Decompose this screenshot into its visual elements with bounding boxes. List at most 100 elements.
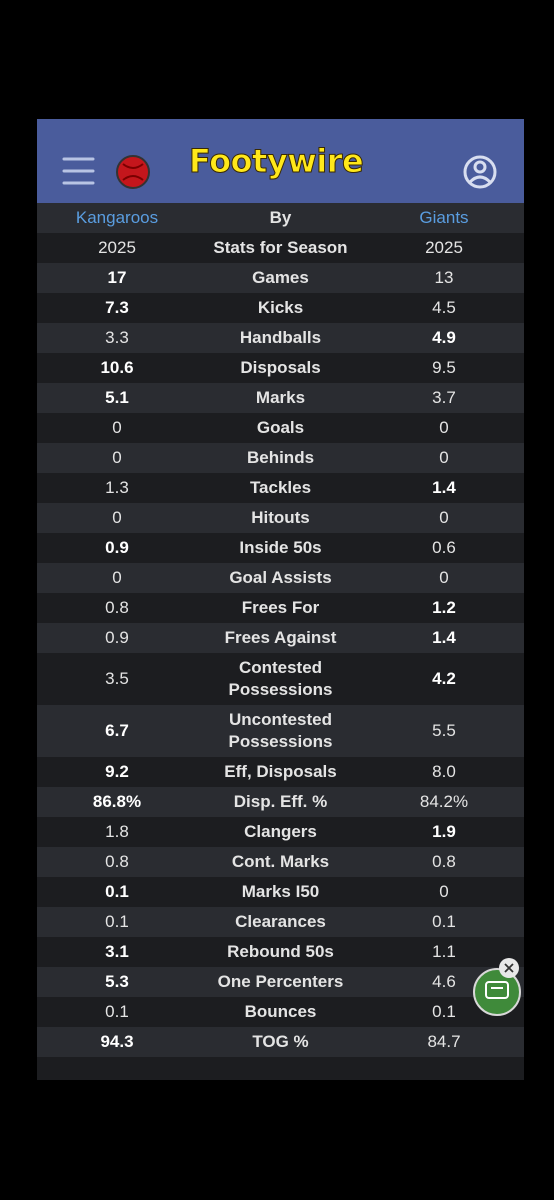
stat-row: 0 Goal Assists 0 xyxy=(37,563,524,593)
stat-label: Handballs xyxy=(239,328,322,347)
left-value: 3.5 xyxy=(105,669,129,688)
right-value: 4.5 xyxy=(432,298,456,317)
right-value: 1.9 xyxy=(432,822,456,841)
right-value: 13 xyxy=(434,268,454,287)
stat-row: 5.1 Marks 3.7 xyxy=(37,383,524,413)
right-value: 1.4 xyxy=(432,628,456,647)
stat-row: 94.3 TOG % 84.7 xyxy=(37,1027,524,1057)
right-value: 8.0 xyxy=(432,762,456,781)
stat-label: Disp. Eff. % xyxy=(233,792,328,811)
stat-row: 1.3 Tackles 1.4 xyxy=(37,473,524,503)
stat-label: Stats for Season xyxy=(213,238,348,257)
left-value: 2025 xyxy=(98,238,136,257)
stat-row: 0.8 Cont. Marks 0.8 xyxy=(37,847,524,877)
right-value: 5.5 xyxy=(432,721,456,740)
stat-label: Kicks xyxy=(257,298,304,317)
menu-button[interactable] xyxy=(62,157,95,185)
stat-label: Bounces xyxy=(244,1002,317,1021)
left-value: 94.3 xyxy=(100,1032,134,1051)
right-value: 0.1 xyxy=(432,912,456,931)
right-value: 0.1 xyxy=(432,1002,456,1021)
right-value: 0 xyxy=(439,448,449,467)
left-value: 17 xyxy=(107,268,127,287)
stat-row: 10.6 Disposals 9.5 xyxy=(37,353,524,383)
stat-row: 0.9 Frees Against 1.4 xyxy=(37,623,524,653)
stat-label: Goal Assists xyxy=(229,568,332,587)
stat-label: Clangers xyxy=(244,822,317,841)
stat-label: Inside 50s xyxy=(239,538,322,557)
left-value: 86.8% xyxy=(92,792,142,811)
stat-label: Frees Against xyxy=(224,628,337,647)
top-bar: Footywire xyxy=(37,119,524,203)
stat-label: Marks xyxy=(255,388,306,407)
stat-label: Disposals xyxy=(240,358,321,377)
right-value: 1.1 xyxy=(432,942,456,961)
left-value: 3.1 xyxy=(105,942,129,961)
right-value: 0 xyxy=(439,508,449,527)
logo-ball xyxy=(116,155,150,189)
stats-table: Kangaroos By Giants 2025 Stats for Season 202… xyxy=(37,203,524,1057)
left-value: 0 xyxy=(112,418,122,437)
left-value: 0.8 xyxy=(105,598,129,617)
left-value: 0 xyxy=(112,448,122,467)
stat-row: 0 Goals 0 xyxy=(37,413,524,443)
stat-label: Goals xyxy=(256,418,305,437)
left-value: 0.1 xyxy=(105,912,129,931)
left-value: 0.8 xyxy=(105,852,129,871)
right-value: 4.9 xyxy=(432,328,456,347)
right-value: 9.5 xyxy=(432,358,456,377)
right-value: 0 xyxy=(439,882,449,901)
left-value: 0.9 xyxy=(105,538,129,557)
stat-row: 7.3 Kicks 4.5 xyxy=(37,293,524,323)
right-value: 1.2 xyxy=(432,598,456,617)
stat-label: Rebound 50s xyxy=(227,942,334,961)
left-value: 1.3 xyxy=(105,478,129,497)
stat-row: 9.2 Eff, Disposals 8.0 xyxy=(37,757,524,787)
left-value: 0 xyxy=(112,568,122,587)
left-value: 0.9 xyxy=(105,628,129,647)
left-value: 0 xyxy=(112,508,122,527)
stat-label: Eff, Disposals xyxy=(224,762,337,781)
stat-row: 0 Behinds 0 xyxy=(37,443,524,473)
right-value: 0 xyxy=(439,418,449,437)
stat-label: Contested Possessions xyxy=(228,658,333,699)
stat-label: Tackles xyxy=(249,478,312,497)
stat-label: Hitouts xyxy=(251,508,310,527)
right-value: 2025 xyxy=(425,238,463,257)
stat-row: 2025 Stats for Season 2025 xyxy=(37,233,524,263)
left-value: 7.3 xyxy=(105,298,129,317)
right-value: 4.2 xyxy=(432,669,456,688)
left-value: 5.3 xyxy=(105,972,129,991)
stat-label: Cont. Marks xyxy=(231,852,330,871)
stat-row: 6.7 Uncontested Possessions 5.5 xyxy=(37,705,524,757)
stat-row: 0.9 Inside 50s 0.6 xyxy=(37,533,524,563)
stat-row: 0.8 Frees For 1.2 xyxy=(37,593,524,623)
stat-label: One Percenters xyxy=(217,972,344,991)
stat-label: Behinds xyxy=(246,448,315,467)
stat-label: Clearances xyxy=(235,912,326,931)
brand[interactable]: Footywire xyxy=(188,142,364,181)
left-value: 0.1 xyxy=(105,882,129,901)
stat-row: 3.3 Handballs 4.9 xyxy=(37,323,524,353)
left-value: 5.1 xyxy=(105,388,129,407)
right-value: 4.6 xyxy=(432,972,456,991)
profile-button[interactable] xyxy=(463,155,497,189)
left-value: 6.7 xyxy=(105,721,129,740)
stat-row: 17 Games 13 xyxy=(37,263,524,293)
left-value: 3.3 xyxy=(105,328,129,347)
right-value: 0 xyxy=(439,568,449,587)
left-value: 10.6 xyxy=(100,358,134,377)
stat-row: 3.1 Rebound 50s 1.1 xyxy=(37,937,524,967)
column-header: Kangaroos xyxy=(75,208,159,227)
column-header: By xyxy=(269,208,292,227)
left-value: 1.8 xyxy=(105,822,129,841)
app-panel: Footywire Kangaroos By Giants 2025 Stats for… xyxy=(37,119,524,1080)
stat-label: Games xyxy=(252,268,309,287)
left-value: 9.2 xyxy=(105,762,129,781)
right-value: 0.8 xyxy=(432,852,456,871)
stat-label: TOG % xyxy=(252,1032,309,1051)
top-bar-icons xyxy=(62,155,497,189)
left-value: 0.1 xyxy=(105,1002,129,1021)
right-value: 1.4 xyxy=(432,478,456,497)
stat-label: Frees For xyxy=(241,598,320,617)
